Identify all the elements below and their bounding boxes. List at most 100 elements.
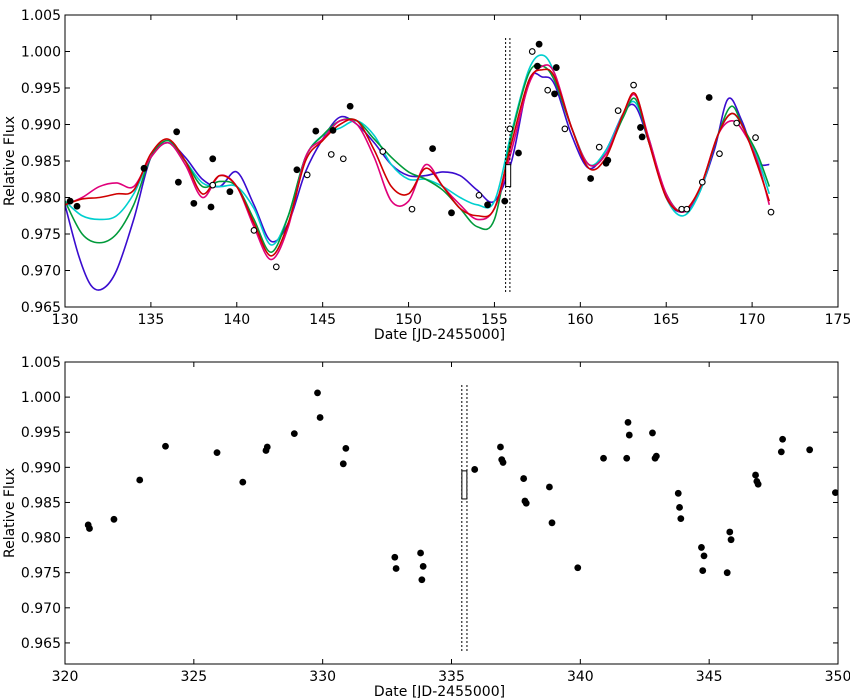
data-point-filled xyxy=(499,459,507,466)
data-point-filled xyxy=(66,197,74,205)
y-tick-label: 0.990 xyxy=(21,460,61,476)
data-point-filled xyxy=(806,446,814,454)
data-point-filled xyxy=(723,569,731,577)
x-tick-label: 330 xyxy=(309,669,336,685)
data-point-filled xyxy=(674,489,682,497)
data-point-filled xyxy=(699,567,707,574)
model-curve-4 xyxy=(65,64,771,261)
data-point-open xyxy=(209,181,217,189)
x-tick-label: 130 xyxy=(52,312,79,328)
data-point-filled xyxy=(752,471,759,479)
data-point-filled xyxy=(342,444,350,452)
data-point-filled xyxy=(173,128,181,136)
data-point-filled xyxy=(649,429,656,437)
data-point-open xyxy=(544,86,552,94)
x-tick-label: 350 xyxy=(825,669,850,685)
data-point-open xyxy=(561,125,569,133)
x-tick-label: 160 xyxy=(567,312,594,328)
data-point-filled xyxy=(535,40,543,48)
data-point-filled xyxy=(587,175,595,182)
data-point-filled xyxy=(140,164,148,172)
data-point-open xyxy=(327,151,335,158)
data-point-filled xyxy=(777,448,785,456)
data-point-filled xyxy=(209,155,217,163)
y-tick-label: 0.970 xyxy=(21,264,61,280)
data-point-open xyxy=(595,143,603,151)
data-point-filled xyxy=(754,480,762,488)
y-tick-label: 0.975 xyxy=(21,566,61,582)
panel-2: 320 325 330 335 340 345 350 0.965 0.970 0.975 0.98… xyxy=(2,355,850,698)
data-point-filled xyxy=(705,94,713,101)
data-point-filled xyxy=(832,489,838,497)
data-point-open xyxy=(698,178,706,186)
data-point-filled xyxy=(546,483,553,491)
data-point-filled xyxy=(779,435,787,443)
data-point-open xyxy=(767,208,775,216)
data-point-open xyxy=(630,81,637,89)
x-axis-label: Date [JD-2455000] xyxy=(374,327,505,343)
data-point-filled xyxy=(551,90,558,98)
data-point-filled xyxy=(638,133,646,141)
data-point-filled xyxy=(190,199,198,207)
data-point-filled xyxy=(548,519,556,527)
data-point-filled xyxy=(698,544,705,551)
model-curve-2 xyxy=(65,54,771,246)
data-point-open xyxy=(339,155,347,163)
data-point-filled xyxy=(677,515,685,523)
data-point-filled xyxy=(533,62,541,70)
model-curve-5 xyxy=(65,68,771,257)
plot-data-area xyxy=(84,385,838,651)
data-point-filled xyxy=(522,499,530,507)
data-point-filled xyxy=(312,127,320,135)
y-tick-label: 1.000 xyxy=(21,45,61,61)
data-point-open xyxy=(733,119,741,127)
y-tick-label: 0.980 xyxy=(21,531,61,547)
data-point-filled xyxy=(339,460,347,468)
model-curve-3 xyxy=(65,64,771,254)
data-point-filled xyxy=(552,64,560,71)
y-tick-label: 0.995 xyxy=(21,81,61,97)
data-point-filled xyxy=(574,564,582,572)
data-point-filled xyxy=(419,562,427,570)
data-point-open xyxy=(272,263,280,271)
data-point-filled xyxy=(448,209,455,217)
panel-1: 130 135 140 145 150 155 160 165 170 175 0.965 0.970… xyxy=(2,8,850,343)
plot-data-area xyxy=(65,38,775,294)
data-point-filled xyxy=(417,549,424,557)
data-point-filled xyxy=(600,454,607,462)
data-point-filled xyxy=(136,476,144,484)
data-point-open xyxy=(379,148,387,155)
data-point-open xyxy=(506,125,514,133)
y-tick-label: 0.995 xyxy=(21,425,61,441)
uncertainty-box xyxy=(505,164,512,188)
data-point-filled xyxy=(263,443,271,451)
data-point-open xyxy=(303,171,311,179)
data-point-open xyxy=(683,205,691,213)
data-point-open xyxy=(250,227,258,234)
data-point-filled xyxy=(73,202,81,210)
data-point-filled xyxy=(484,201,491,209)
y-tick-label: 0.980 xyxy=(21,191,61,207)
uncertainty-box xyxy=(461,470,468,500)
data-point-filled xyxy=(174,178,182,186)
y-tick-label: 1.005 xyxy=(21,355,61,371)
data-point-filled xyxy=(501,197,509,205)
x-tick-label: 345 xyxy=(696,669,723,685)
data-point-filled xyxy=(515,149,522,157)
y-tick-label: 0.965 xyxy=(21,636,61,652)
y-tick-label: 0.985 xyxy=(21,154,61,170)
x-axis-label: Date [JD-2455000] xyxy=(374,684,505,698)
data-point-filled xyxy=(652,452,660,460)
data-point-filled xyxy=(676,503,683,511)
data-point-filled xyxy=(329,126,337,134)
x-tick-label: 135 xyxy=(138,312,165,328)
data-point-filled xyxy=(314,389,321,397)
data-point-filled xyxy=(471,466,479,473)
x-tick-label: 320 xyxy=(52,669,79,685)
data-point-open xyxy=(752,134,759,141)
data-point-filled xyxy=(727,536,735,544)
x-tick-label: 155 xyxy=(481,312,508,328)
data-point-open xyxy=(408,205,416,213)
data-point-filled xyxy=(290,430,298,438)
